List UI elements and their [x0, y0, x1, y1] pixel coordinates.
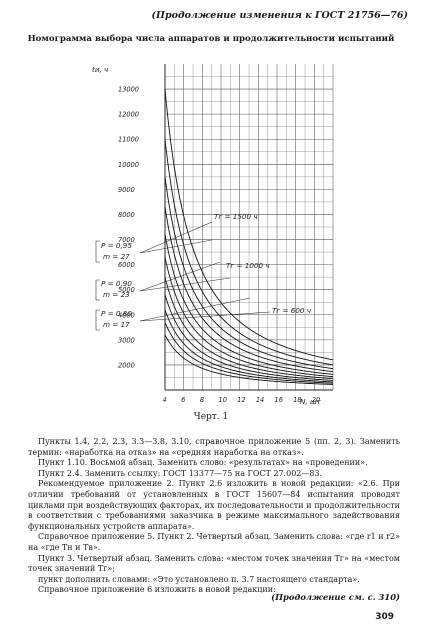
paragraph: Пункты 1.4, 2.2, 2.3, 3.3—3.8, 3.10, спр…: [28, 437, 400, 457]
nomogram-curve: [164, 206, 334, 373]
x-tick-label: 12: [237, 396, 245, 404]
paragraph: Справочное приложение 6 изложить в новой…: [38, 585, 276, 595]
t-label-1500: Tг = 1500 ч: [214, 212, 258, 221]
y-tick-label: 13000: [118, 86, 139, 94]
x-tick-label: 18: [293, 396, 301, 404]
nomogram-curve: [164, 334, 334, 385]
nomogram-curve: [164, 176, 334, 370]
paragraph: Пункт 1.10. Восьмой абзац. Заменить слов…: [38, 458, 368, 468]
group-brackets: [95, 240, 100, 331]
y-tick-label: 10000: [118, 161, 139, 169]
nomogram-curve: [164, 234, 334, 375]
group-label-m-27: m = 27: [103, 252, 130, 261]
paragraph: Пункт 2.4. Заменить ссылку: ГОСТ 13377—7…: [38, 468, 323, 478]
chart-grid: [164, 64, 334, 391]
x-tick-labels: 4 6 8 10 12 14 16 18 20: [163, 396, 321, 404]
group-label-m-17: m = 17: [103, 320, 130, 329]
y-tick-label: 2000: [118, 361, 135, 369]
y-tick-label: 4000: [118, 311, 135, 319]
nomogram-curve: [164, 277, 334, 380]
paragraph: Рекомендуемое приложение 2. Пункт 2.6 из…: [28, 479, 400, 531]
nomogram-chart: 13000 12000 11000 10000 9000 8000 7000 6000 5000…: [92, 64, 334, 406]
page-number: 309: [375, 612, 394, 622]
x-tick-label: 20: [312, 396, 320, 404]
y-tick-label: 8000: [118, 211, 135, 219]
group-label-p-080: P = 0,80: [101, 309, 132, 318]
x-tick-label: 8: [200, 396, 204, 404]
nomogram-curve: [164, 309, 334, 383]
nomogram-curve: [164, 257, 334, 378]
y-axis-label: tи, ч: [92, 65, 108, 74]
figure-caption: Черт. 1: [193, 412, 229, 422]
chart-curves: [164, 89, 334, 385]
x-tick-label: 6: [181, 396, 185, 404]
x-tick-label: 4: [163, 396, 167, 404]
body-text: Пункты 1.4, 2.2, 2.3, 3.3—3.8, 3.10, спр…: [28, 437, 400, 596]
nomogram-curve: [164, 322, 333, 384]
continuation-header: (Продолжение изменения к ГОСТ 21756—76): [151, 10, 408, 21]
y-tick-label: 7000: [118, 236, 135, 244]
nomogram-curve: [164, 139, 334, 366]
group-label-p-090: P = 0,90: [101, 279, 132, 288]
y-tick-labels: 13000 12000 11000 10000 9000 8000 7000 6000 5000…: [118, 86, 139, 370]
y-tick-label: 6000: [118, 261, 135, 269]
nomogram-curve: [164, 294, 334, 381]
t-label-1000: Tг = 1000 ч: [226, 261, 270, 270]
nomogram-title: Номограмма выбора числа аппаратов и прод…: [27, 34, 395, 44]
paragraph: пункт дополнить словами: «Это установлен…: [38, 574, 360, 584]
t-label-600: Tг = 600 ч: [272, 306, 311, 315]
x-tick-label: 14: [256, 396, 264, 404]
y-tick-label: 9000: [118, 186, 135, 194]
x-tick-label: 10: [219, 396, 227, 404]
y-tick-label: 5000: [118, 286, 135, 294]
nomogram-curve: [164, 89, 334, 361]
leader-lines: [139, 221, 271, 322]
x-tick-label: 16: [275, 396, 283, 404]
x-axis-label: N, шт: [300, 397, 322, 406]
group-label-m-23: m = 23: [103, 290, 130, 299]
paragraph: Справочное приложение 5. Пункт 2. Четвер…: [28, 532, 400, 552]
paragraph: Пункт 3. Четвертый абзац. Заменить слова…: [28, 553, 400, 574]
continuation-footer: (Продолжение см. с. 310): [271, 592, 400, 602]
group-label-p-095: P = 0,95: [101, 241, 132, 250]
y-tick-label: 12000: [118, 111, 139, 119]
y-tick-label: 3000: [118, 336, 135, 344]
y-tick-label: 11000: [118, 136, 139, 144]
